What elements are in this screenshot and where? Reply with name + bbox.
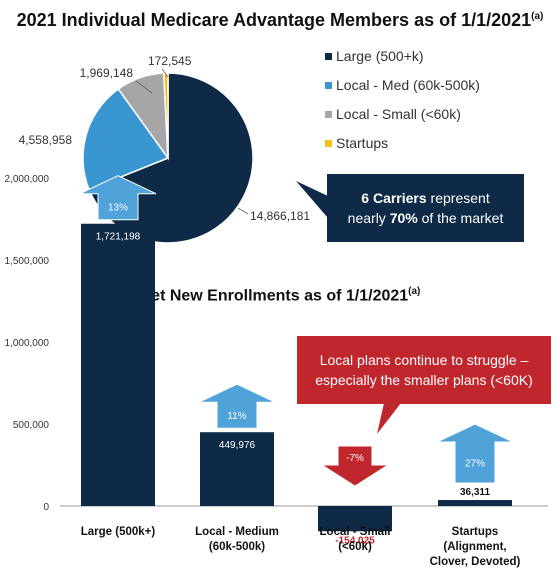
category-label-1-0: Local - Medium xyxy=(195,526,279,538)
pie-title-text: 2021 Individual Medicare Advantage Membe… xyxy=(16,10,532,30)
legend-label-1: Local - Med (60k-500k) xyxy=(336,77,480,93)
growth-label-2: -7% xyxy=(346,453,364,464)
pie-slice-label-3: 172,545 xyxy=(148,54,192,68)
legend-swatch-3 xyxy=(325,140,332,147)
growth-label-3: 27% xyxy=(465,459,485,470)
legend-swatch-1 xyxy=(325,82,332,89)
y-tick-label-4: 0 xyxy=(43,502,49,513)
pie-slice-1 xyxy=(82,87,170,191)
legend-item-0: Large (500+k) xyxy=(325,48,424,64)
y-tick-label-3: 500,000 xyxy=(13,420,50,431)
bar-value-label-0: 1,721,198 xyxy=(96,232,141,243)
legend-item-2: Local - Small (<60k) xyxy=(325,106,461,122)
callout-bold-carriers: 6 Carriers xyxy=(361,190,427,206)
growth-arrow-up-1 xyxy=(198,383,276,429)
category-label-1-1: (60k-500k) xyxy=(209,541,265,553)
category-label-2-1: (<60k) xyxy=(338,541,372,553)
legend-swatch-0 xyxy=(325,53,332,60)
growth-label-1: 11% xyxy=(227,411,246,422)
legend-label-0: Large (500+k) xyxy=(336,48,424,64)
bar-title-text: Net New Enrollments as of 1/1/2021 xyxy=(139,287,409,305)
y-tick-label-1: 1,500,000 xyxy=(5,256,50,267)
category-label-2-0: Local - Small xyxy=(320,526,391,538)
bar-2 xyxy=(318,506,392,532)
callout-bold-pct: 70% xyxy=(389,210,418,226)
red-callout-pointer xyxy=(377,403,401,434)
pie-title-sup: (a) xyxy=(531,11,544,22)
legend-label-2: Local - Small (<60k) xyxy=(336,106,461,122)
local-plans-callout: Local plans continue to struggle – espec… xyxy=(297,336,551,404)
legend-item-3: Startups xyxy=(325,135,389,151)
bar-0 xyxy=(81,223,155,507)
pie-slice-label-2: 1,969,148 xyxy=(80,66,134,80)
y-tick-label-2: 1,000,000 xyxy=(5,338,50,349)
category-label-3-1: (Alignment, xyxy=(443,541,506,553)
pie-leader-line-0 xyxy=(237,207,249,215)
bar-chart-title: Net New Enrollments as of 1/1/2021(a) xyxy=(0,286,560,305)
growth-arrow-down-2 xyxy=(320,445,390,487)
bar-value-label-2: -154,025 xyxy=(335,535,375,546)
pie-leader-line-3 xyxy=(161,68,169,78)
legend-label-3: Startups xyxy=(336,135,389,151)
pie-slice-3 xyxy=(162,72,169,159)
bar-title-sup: (a) xyxy=(408,286,421,297)
growth-label-0: 13% xyxy=(108,203,128,214)
category-label-3-2: Clover, Devoted) xyxy=(430,556,521,568)
red-callout-line1: Local plans continue to struggle – xyxy=(319,352,529,368)
pie-chart: 14,866,181 4,558,958 1,969,148 172,545 xyxy=(19,54,328,244)
pie-slice-label-0: 14,866,181 xyxy=(250,209,310,223)
bar-value-label-3: 36,311 xyxy=(460,487,490,498)
pie-leader-line-2 xyxy=(135,80,153,94)
pie-chart-title: 2021 Individual Medicare Advantage Membe… xyxy=(0,10,560,31)
red-callout-line2: especially the smaller plans (<60K) xyxy=(315,372,533,388)
growth-arrow-up-3 xyxy=(436,423,514,484)
bar-3 xyxy=(438,500,512,506)
callout-pointer xyxy=(296,181,328,218)
market-share-callout: 6 Carriers represent nearly 70% of the m… xyxy=(327,174,524,242)
legend-item-1: Local - Med (60k-500k) xyxy=(325,77,480,93)
category-label-3-0: Startups xyxy=(452,526,499,538)
bar-value-label-1: 449,976 xyxy=(219,440,256,451)
callout-represent: represent xyxy=(426,190,490,206)
bar-1 xyxy=(200,432,274,506)
callout-market: of the market xyxy=(417,210,504,226)
y-tick-label-0: 2,000,000 xyxy=(5,174,50,185)
category-label-0-0: Large (500k+) xyxy=(81,526,156,538)
legend-swatch-2 xyxy=(325,111,332,118)
callout-nearly: nearly xyxy=(347,210,390,226)
pie-slice-label-1: 4,558,958 xyxy=(19,133,73,147)
growth-arrow-up-0 xyxy=(79,175,157,221)
